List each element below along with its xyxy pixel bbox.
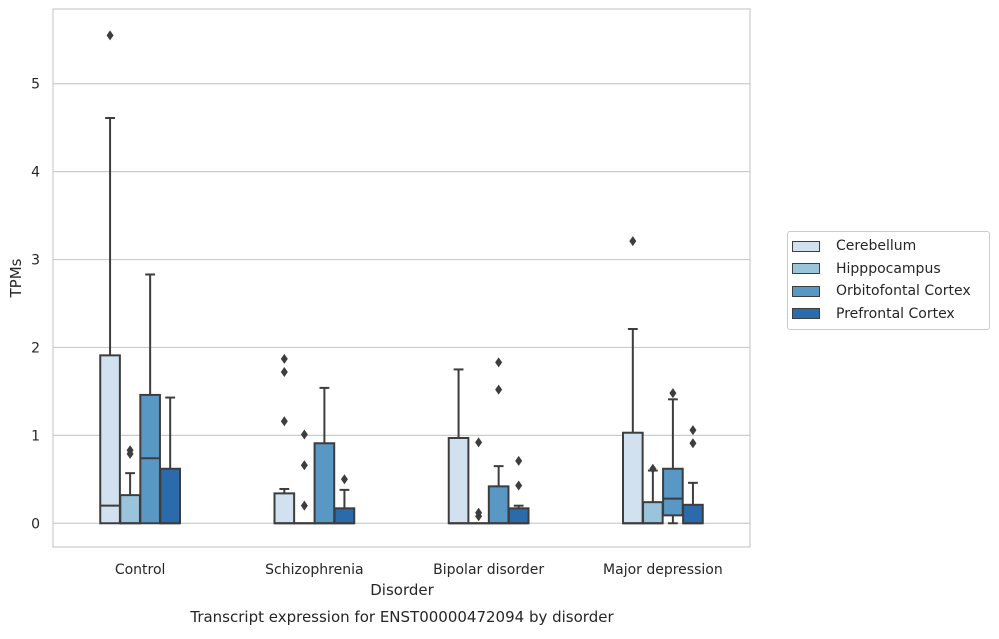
box-3-0 xyxy=(160,398,180,524)
y-tick-label: 4 xyxy=(31,165,40,181)
chart-caption: Transcript expression for ENST0000047209… xyxy=(189,608,614,626)
box-body xyxy=(489,486,509,523)
y-axis-label: TPMs xyxy=(7,258,25,298)
legend-swatch xyxy=(792,263,820,274)
outlier-point xyxy=(669,388,676,398)
outlier-point xyxy=(301,429,308,439)
legend: Cerebellum Hipppocampus Orbitofontal Corte… xyxy=(787,231,990,330)
box-1-3 xyxy=(643,464,663,524)
box-3-1 xyxy=(335,474,355,523)
box-0-0 xyxy=(100,30,120,523)
x-tick-label: Bipolar disorder xyxy=(433,562,544,578)
box-body xyxy=(663,469,683,516)
legend-item: Orbitofontal Cortex xyxy=(788,280,989,303)
outlier-point xyxy=(495,357,502,367)
outlier-point xyxy=(649,464,656,474)
box-0-2 xyxy=(449,369,469,523)
outlier-point xyxy=(689,425,696,435)
box-body xyxy=(315,443,335,523)
x-axis-label: Disorder xyxy=(370,581,434,599)
outlier-point xyxy=(281,367,288,377)
outlier-point xyxy=(281,354,288,364)
boxes xyxy=(100,30,703,523)
box-body xyxy=(120,495,140,523)
outlier-point xyxy=(475,437,482,447)
box-body xyxy=(274,493,294,523)
box-0-3 xyxy=(623,236,643,523)
x-tick-label: Major depression xyxy=(603,562,723,578)
outlier-point xyxy=(301,501,308,511)
legend-swatch xyxy=(792,241,820,252)
legend-label: Cerebellum xyxy=(836,238,916,254)
box-2-0 xyxy=(140,274,160,523)
box-0-1 xyxy=(274,354,294,523)
box-2-1 xyxy=(315,388,335,523)
x-tick-label: Control xyxy=(115,562,166,578)
legend-label: Hipppocampus xyxy=(836,261,941,277)
box-3-3 xyxy=(683,425,703,523)
box-1-1 xyxy=(295,429,315,523)
legend-item: Cerebellum xyxy=(788,235,989,258)
outlier-point xyxy=(689,438,696,448)
box-body xyxy=(449,438,469,523)
y-tick-label: 0 xyxy=(31,516,40,532)
y-tick-label: 1 xyxy=(31,428,40,444)
y-tick-label: 3 xyxy=(31,253,40,269)
y-tick-label: 2 xyxy=(31,340,40,356)
outlier-point xyxy=(515,456,522,466)
box-1-0 xyxy=(120,445,140,523)
box-2-2 xyxy=(489,357,509,523)
outlier-point xyxy=(515,480,522,490)
legend-item: Prefrontal Cortex xyxy=(788,303,989,326)
outlier-point xyxy=(495,385,502,395)
box-body xyxy=(623,433,643,524)
box-body xyxy=(643,502,663,523)
box-body xyxy=(509,508,529,523)
x-tick-label: Schizophrenia xyxy=(265,562,363,578)
box-3-2 xyxy=(509,456,529,523)
outlier-point xyxy=(629,236,636,246)
x-axis-ticks: Control Schizophrenia Bipolar disorder Majo… xyxy=(115,562,723,578)
legend-swatch xyxy=(792,286,820,297)
outlier-point xyxy=(341,474,348,484)
y-axis-ticks: 0 1 2 3 4 5 xyxy=(31,77,40,533)
legend-swatch xyxy=(792,308,820,319)
legend-label: Orbitofontal Cortex xyxy=(836,283,971,299)
y-tick-label: 5 xyxy=(31,77,40,93)
outlier-point xyxy=(281,416,288,426)
box-body xyxy=(683,505,703,523)
box-2-3 xyxy=(663,388,683,523)
box-body xyxy=(335,508,355,523)
outlier-point xyxy=(107,30,114,40)
legend-label: Prefrontal Cortex xyxy=(836,306,955,322)
outlier-point xyxy=(301,460,308,470)
legend-item: Hipppocampus xyxy=(788,258,989,281)
box-body xyxy=(100,355,120,523)
box-body xyxy=(160,469,180,524)
box-1-2 xyxy=(469,437,489,523)
